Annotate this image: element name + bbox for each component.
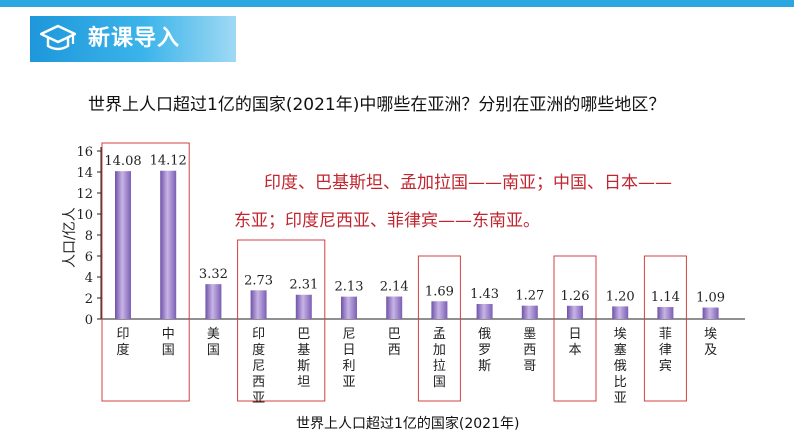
highlight-box xyxy=(101,142,190,402)
x-tick-label: 日本 xyxy=(568,327,581,358)
y-tick-label: 16 xyxy=(76,145,93,160)
x-tick-label: 中国 xyxy=(162,327,175,358)
bar-value-label: 1.20 xyxy=(606,289,635,304)
x-tick-label: 俄罗斯 xyxy=(478,327,491,374)
bar xyxy=(657,307,674,319)
section-title: 新课导入 xyxy=(88,26,181,51)
bar xyxy=(115,171,131,319)
bar xyxy=(431,301,448,319)
bar-value-label: 1.69 xyxy=(425,284,454,299)
x-tick-label: 菲律宾 xyxy=(659,327,672,374)
highlight-box xyxy=(237,239,326,402)
bar-value-label: 2.14 xyxy=(380,280,409,295)
highlight-box xyxy=(553,255,597,402)
bar xyxy=(567,305,583,319)
y-axis-label: 人口/亿人 xyxy=(62,207,78,268)
bar xyxy=(250,290,267,319)
answer-line-1: 印度、巴基斯坦、孟加拉国——南亚；中国、日本—— xyxy=(264,173,672,193)
bar xyxy=(612,306,629,319)
y-tick-label: 2 xyxy=(85,292,93,307)
x-tick-label: 巴基斯坦 xyxy=(297,327,310,390)
top-accent-bar xyxy=(0,0,794,7)
bar xyxy=(521,305,538,319)
x-tick-label: 美国 xyxy=(207,327,220,358)
bar xyxy=(160,170,177,319)
bar xyxy=(341,296,357,319)
bar-value-label: 1.27 xyxy=(515,289,544,304)
bar-value-label: 1.26 xyxy=(561,289,590,304)
bar-value-label: 1.14 xyxy=(651,290,680,305)
y-tick-label: 0 xyxy=(85,313,93,328)
bar-value-label: 2.73 xyxy=(244,273,273,288)
bar-value-label: 3.32 xyxy=(199,267,228,282)
y-tick-label: 4 xyxy=(85,271,93,286)
bar-value-label: 2.31 xyxy=(289,278,318,293)
y-tick-label: 8 xyxy=(85,229,93,244)
section-banner: 新课导入 xyxy=(30,16,236,62)
question-text: 世界上人口超过1亿的国家(2021年)中哪些在亚洲？分别在亚洲的哪些地区？ xyxy=(88,95,666,115)
bar xyxy=(702,307,719,319)
bar-value-label: 1.09 xyxy=(696,291,725,306)
bar xyxy=(476,303,493,319)
bar-value-label: 1.43 xyxy=(470,287,499,302)
graduation-cap-icon xyxy=(40,24,76,51)
bar-value-label: 2.13 xyxy=(335,280,364,295)
bar xyxy=(295,294,312,319)
bar-value-label: 14.08 xyxy=(104,154,141,169)
y-tick-label: 10 xyxy=(76,208,93,223)
x-tick-label: 印度尼西亚 xyxy=(252,327,265,406)
bar-value-label: 14.12 xyxy=(150,154,187,169)
y-tick-label: 12 xyxy=(76,187,93,202)
chart-caption: 世界上人口超过1亿的国家(2021年) xyxy=(296,416,520,432)
x-tick-label: 埃塞俄比亚 xyxy=(614,327,627,406)
x-tick-label: 尼日利亚 xyxy=(342,327,355,390)
answer-line-2: 东亚；印度尼西亚、菲律宾——东南亚。 xyxy=(234,211,540,231)
x-tick-label: 埃及 xyxy=(704,327,717,358)
y-tick-label: 14 xyxy=(76,166,93,181)
x-tick-label: 巴西 xyxy=(388,327,401,358)
bar xyxy=(205,284,222,319)
highlight-box xyxy=(643,255,687,402)
bar xyxy=(386,296,403,319)
x-tick-label: 印度 xyxy=(116,327,129,358)
y-tick-label: 6 xyxy=(85,250,93,265)
x-tick-label: 孟加拉国 xyxy=(433,327,446,390)
x-tick-label: 墨西哥 xyxy=(523,327,536,374)
highlight-box xyxy=(417,255,461,402)
